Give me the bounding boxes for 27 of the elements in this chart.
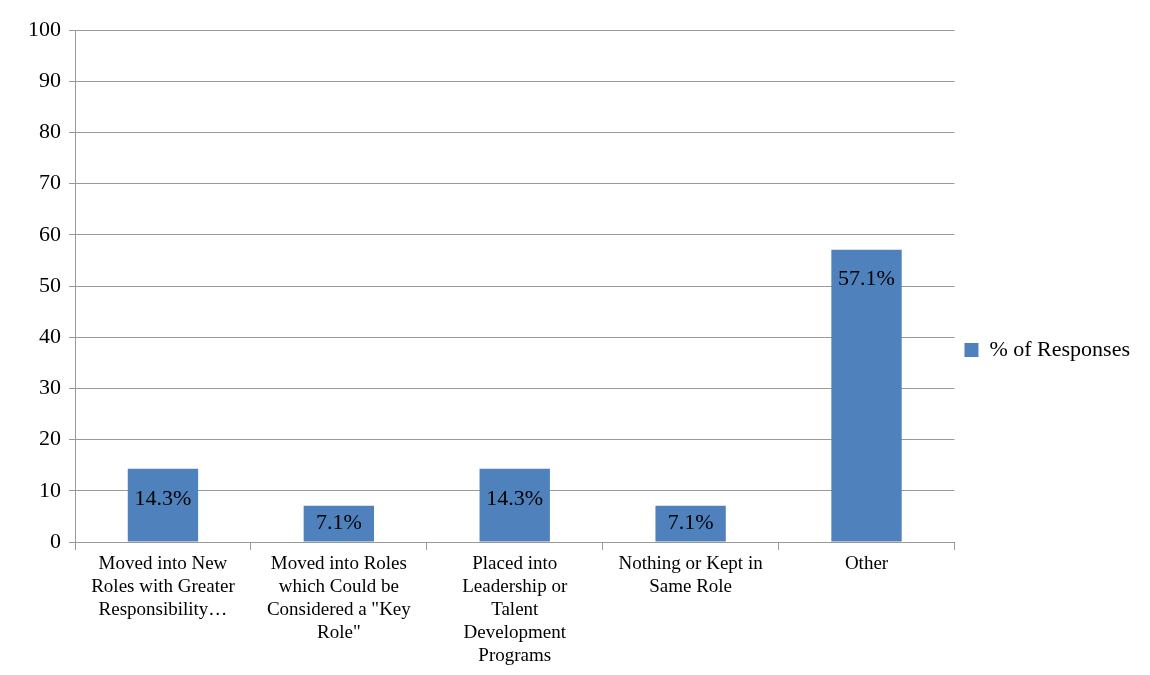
bar [127, 468, 199, 542]
legend-label: % of Responses [989, 335, 1131, 361]
y-tick-label: 70 [39, 169, 61, 195]
y-tick-label: 0 [50, 527, 61, 553]
bar [655, 505, 726, 542]
bar [831, 249, 902, 542]
data-label: 7.1% [315, 509, 362, 535]
y-tick-label: 50 [39, 271, 61, 297]
data-label: 14.3% [134, 484, 192, 510]
bar [303, 505, 375, 542]
data-label: 7.1% [667, 509, 714, 535]
y-tick-label: 60 [39, 220, 61, 246]
y-tick-label: 20 [39, 425, 61, 451]
y-tick-label: 90 [39, 66, 61, 92]
data-label: 57.1% [838, 265, 895, 291]
y-tick-label: 100 [28, 15, 61, 41]
x-tick-label: Other [844, 552, 889, 574]
x-tick-label: Moved into Roles which Could be Considered a "Key Role" [266, 552, 412, 642]
x-tick-label: Nothing or Kept in Same Role [618, 552, 764, 597]
x-tick-label: Moved into New Roles with Greater Responsibility… [91, 552, 236, 619]
y-tick-label: 30 [39, 374, 61, 400]
x-tick-label: Placed into Leadership or Talent Development Programs [462, 552, 568, 665]
bar [479, 468, 550, 542]
y-tick-label: 10 [39, 476, 61, 502]
data-label: 14.3% [486, 484, 544, 510]
y-tick-label: 80 [39, 118, 61, 144]
y-tick-label: 40 [39, 322, 61, 348]
